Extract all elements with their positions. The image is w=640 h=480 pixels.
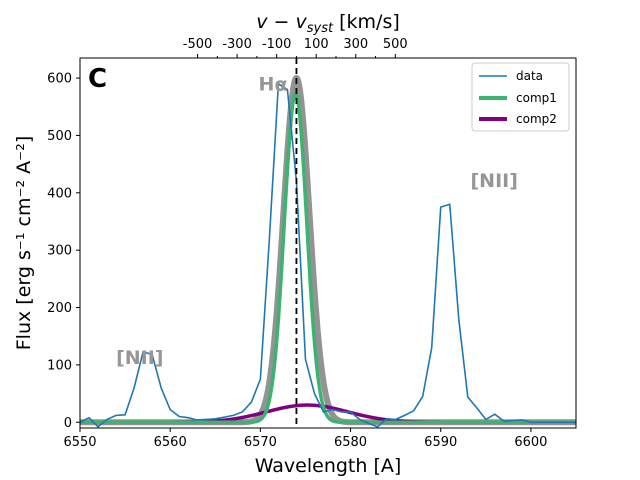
x-tick-label: 6590: [424, 435, 457, 450]
line-annotation: Hα: [259, 74, 288, 96]
top-tick-label: 500: [383, 37, 408, 52]
y-tick-label: 200: [47, 301, 72, 316]
x-tick-label: 6580: [334, 435, 367, 450]
plot-frame: [79, 57, 577, 429]
x-tick-label: 6600: [514, 435, 547, 450]
series-data-line: [80, 82, 576, 428]
x-tick-label: 6560: [154, 435, 187, 450]
legend: data comp1 comp2: [471, 62, 570, 132]
series-layer: [80, 74, 576, 428]
y-tick-label: 400: [47, 186, 72, 201]
y-axis: 0 100 200 300 400 500 600: [47, 72, 80, 431]
x-axis-label: Wavelength [A]: [255, 455, 402, 477]
top-tick-label: 300: [343, 37, 368, 52]
y-tick-label: 500: [47, 129, 72, 144]
top-velocity-axis: -500 -300 -100 100 300 500: [183, 37, 408, 58]
panel-label: C: [88, 64, 107, 94]
x-tick-label: 6570: [244, 435, 277, 450]
x-axis: 6550 6560 6570 6580 6590 6600: [63, 428, 547, 450]
legend-label-comp1: comp1: [516, 91, 557, 105]
series-comp1-line: [80, 92, 576, 425]
legend-label-data: data: [516, 69, 543, 83]
y-tick-label: 300: [47, 244, 72, 259]
top-tick-label: -500: [183, 37, 213, 52]
y-tick-label: 600: [47, 72, 72, 87]
line-annotation: [NII]: [116, 347, 163, 369]
y-tick-label: 100: [47, 358, 72, 373]
y-tick-label: 0: [64, 416, 72, 431]
line-annotation: [NII]: [470, 170, 517, 192]
top-tick-label: -100: [262, 37, 292, 52]
top-tick-label: 100: [304, 37, 329, 52]
annotations: Hα [NII] [NII]: [116, 74, 518, 369]
top-tick-label: -300: [222, 37, 252, 52]
legend-label-comp2: comp2: [516, 112, 557, 126]
top-axis-title: v − vsyst [km/s]: [256, 11, 400, 36]
x-tick-label: 6550: [63, 435, 96, 450]
y-axis-label: Flux [erg s⁻¹ cm⁻² A⁻²]: [13, 136, 35, 351]
